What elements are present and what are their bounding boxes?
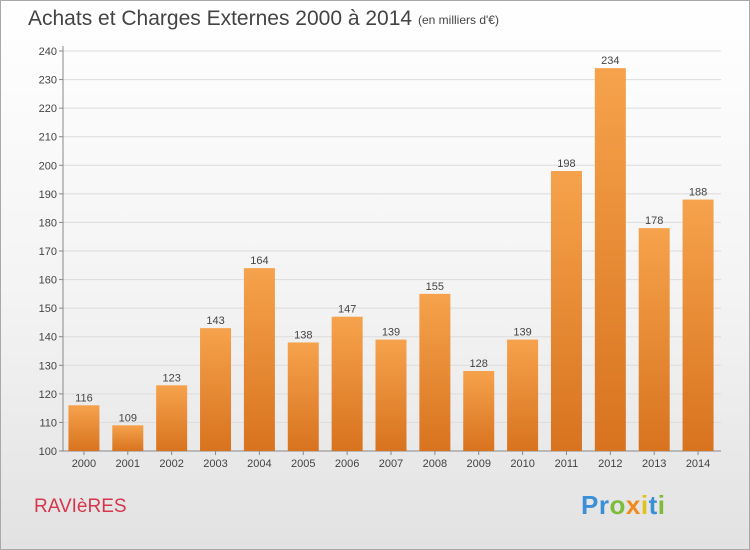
bars (68, 68, 714, 452)
x-tick-label: 2001 (116, 458, 140, 470)
value-label: 139 (513, 327, 531, 339)
y-tick-label: 120 (39, 389, 57, 401)
x-tick-label: 2007 (379, 458, 403, 470)
value-label: 198 (557, 158, 575, 170)
value-label: 164 (250, 255, 268, 267)
y-tick-label: 140 (39, 332, 57, 344)
logo-letter: x (625, 490, 641, 520)
bar (375, 339, 407, 451)
x-tick-label: 2010 (510, 458, 534, 470)
value-label: 138 (294, 329, 312, 341)
value-label: 109 (119, 412, 137, 424)
x-tick-label: 2005 (291, 458, 315, 470)
value-label: 188 (689, 187, 707, 199)
x-tick-label: 2003 (203, 458, 227, 470)
y-tick-label: 190 (39, 189, 57, 201)
bar (682, 199, 714, 451)
x-tick-label: 2000 (72, 458, 96, 470)
bar (243, 268, 275, 451)
x-tick-label: 2008 (423, 458, 447, 470)
logo-letter: i (657, 490, 666, 520)
bar (638, 228, 670, 451)
value-label: 234 (601, 55, 619, 67)
value-label: 147 (338, 304, 356, 316)
y-tick-label: 200 (39, 160, 57, 172)
x-tick-label: 2011 (555, 458, 579, 470)
y-tick-label: 150 (39, 303, 57, 315)
x-tick-label: 2013 (642, 458, 666, 470)
value-label: 143 (206, 315, 224, 327)
y-tick-labels: 100 110 120 130 140 150 160 170 180 190 200 210 220 2… (39, 46, 57, 458)
y-tick-label: 180 (39, 217, 57, 229)
x-tick-label: 2004 (247, 458, 271, 470)
x-tick-label: 2009 (466, 458, 490, 470)
value-label: 155 (426, 281, 444, 293)
logo-letter: P (581, 490, 599, 520)
logo-letter: o (609, 490, 626, 520)
x-tick-label: 2006 (335, 458, 359, 470)
proxiti-logo: Proxiti (581, 490, 665, 521)
value-labels: 116 109 123 143 164 138 147 139 155 128 139 198 234 1… (75, 55, 707, 424)
logo-letter: t (648, 490, 658, 520)
bar (550, 171, 582, 451)
y-tick-label: 220 (39, 103, 57, 115)
y-tick-label: 230 (39, 75, 57, 87)
value-label: 123 (162, 372, 180, 384)
y-tick-label: 170 (39, 246, 57, 258)
bar (594, 68, 626, 452)
x-tick-label: 2012 (598, 458, 622, 470)
y-tick-label: 100 (39, 446, 57, 458)
x-tick-label: 2002 (159, 458, 183, 470)
logo-letter: r (598, 490, 610, 520)
y-tick-label: 110 (39, 417, 57, 429)
x-tick-label: 2014 (686, 458, 710, 470)
bar (68, 405, 100, 451)
value-label: 178 (645, 215, 663, 227)
value-label: 116 (75, 392, 93, 404)
bar (419, 293, 451, 451)
y-tick-label: 240 (39, 46, 57, 58)
bar (507, 339, 539, 451)
value-label: 139 (382, 327, 400, 339)
bar (200, 328, 232, 451)
bar (287, 342, 319, 451)
x-tick-labels: 2000 2001 2002 2003 2004 2005 2006 2007 2008 2009… (72, 451, 710, 470)
logo-letter: i (640, 490, 649, 520)
bar (331, 316, 363, 451)
commune-name: RAVIèRES (34, 496, 127, 517)
chart-title: Achats et Charges Externes 2000 à 2014 (28, 7, 413, 30)
chart-subtitle: (en milliers d'€) (418, 13, 499, 27)
value-label: 128 (470, 358, 488, 370)
bar (463, 371, 495, 451)
bar (156, 385, 188, 451)
y-tick-label: 130 (39, 360, 57, 372)
bar (112, 425, 144, 451)
y-tick-label: 160 (39, 275, 57, 287)
y-tick-label: 210 (39, 132, 57, 144)
